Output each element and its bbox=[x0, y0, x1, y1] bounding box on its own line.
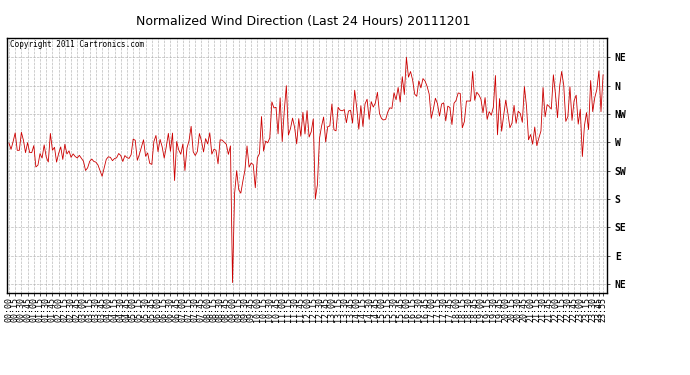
Text: Copyright 2011 Cartronics.com: Copyright 2011 Cartronics.com bbox=[10, 40, 144, 49]
Text: Normalized Wind Direction (Last 24 Hours) 20111201: Normalized Wind Direction (Last 24 Hours… bbox=[137, 15, 471, 28]
